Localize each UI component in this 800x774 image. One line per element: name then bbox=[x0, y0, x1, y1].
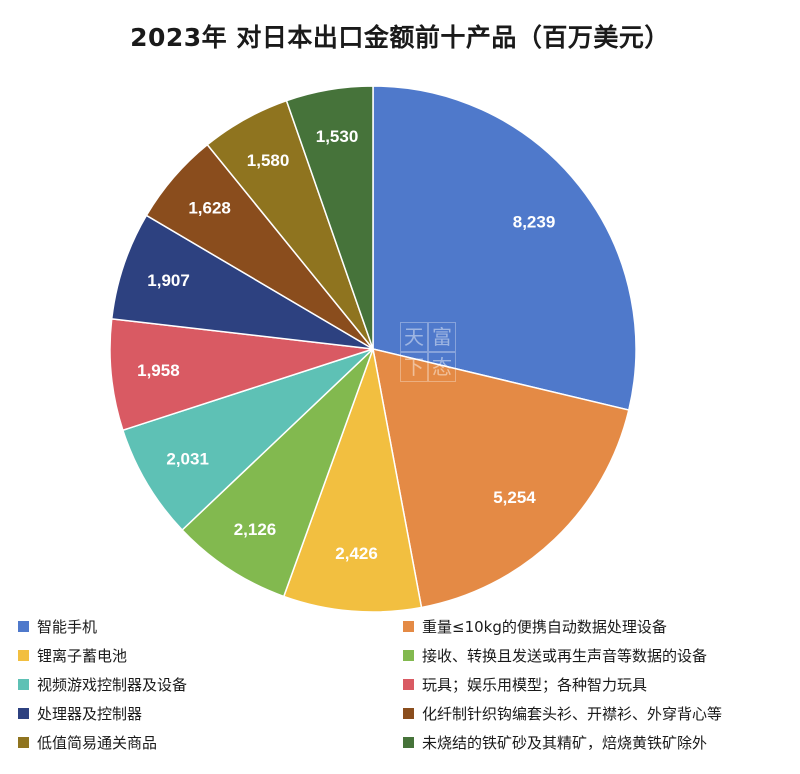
legend-item: 玩具；娱乐用模型；各种智力玩具 bbox=[403, 670, 788, 699]
legend-label: 处理器及控制器 bbox=[37, 705, 143, 723]
legend-label: 重量≤10kg的便携自动数据处理设备 bbox=[422, 618, 667, 636]
pie-slice bbox=[285, 85, 374, 350]
pie-slice bbox=[372, 348, 630, 609]
pie-slice bbox=[110, 214, 374, 350]
pie-slice bbox=[121, 348, 374, 532]
legend-swatch bbox=[18, 679, 29, 690]
legend-label: 未烧结的铁矿砂及其精矿，焙烧黄铁矿除外 bbox=[422, 734, 708, 752]
legend-swatch bbox=[403, 708, 414, 719]
watermark-char: 态 bbox=[428, 352, 456, 382]
legend-label: 智能手机 bbox=[37, 618, 98, 636]
legend-item: 化纤制针织钩编套头衫、开襟衫、外穿背心等 bbox=[403, 699, 788, 728]
legend-swatch bbox=[403, 679, 414, 690]
legend-swatch bbox=[18, 737, 29, 748]
slice-value-label: 8,239 bbox=[513, 212, 556, 231]
legend-item: 锂离子蓄电池 bbox=[18, 641, 403, 670]
legend-swatch bbox=[403, 737, 414, 748]
slice-value-label: 1,530 bbox=[316, 127, 359, 146]
slice-value-label: 1,580 bbox=[247, 151, 290, 170]
chart-title: 2023年 对日本出口金额前十产品（百万美元） bbox=[130, 23, 670, 52]
legend-label: 锂离子蓄电池 bbox=[37, 647, 128, 665]
legend-swatch bbox=[18, 708, 29, 719]
pie-slice bbox=[181, 348, 374, 598]
legend-item: 重量≤10kg的便携自动数据处理设备 bbox=[403, 612, 788, 641]
slice-value-label: 1,907 bbox=[147, 271, 190, 290]
legend-item: 接收、转换且发送或再生声音等数据的设备 bbox=[403, 641, 788, 670]
legend-label: 视频游戏控制器及设备 bbox=[37, 676, 188, 694]
legend-swatch bbox=[18, 650, 29, 661]
chart-legend: 智能手机 重量≤10kg的便携自动数据处理设备锂离子蓄电池 接收、转换且发送或再生声… bbox=[18, 612, 788, 757]
legend-item: 低值简易通关商品 bbox=[18, 728, 403, 757]
legend-label: 低值简易通关商品 bbox=[37, 734, 158, 752]
slice-value-label: 2,126 bbox=[234, 520, 277, 539]
legend-item: 处理器及控制器 bbox=[18, 699, 403, 728]
legend-swatch bbox=[403, 621, 414, 632]
watermark-char: 下 bbox=[400, 352, 428, 382]
watermark-logo: 天 富 下 态 bbox=[400, 322, 456, 382]
legend-label: 接收、转换且发送或再生声音等数据的设备 bbox=[422, 647, 708, 665]
slice-value-label: 2,426 bbox=[335, 544, 378, 563]
pie-slice bbox=[372, 85, 637, 411]
pie-slice bbox=[109, 317, 374, 432]
legend-item: 视频游戏控制器及设备 bbox=[18, 670, 403, 699]
watermark-char: 天 bbox=[400, 322, 428, 352]
pie-slice bbox=[282, 346, 423, 613]
legend-swatch bbox=[18, 621, 29, 632]
legend-item: 未烧结的铁矿砂及其精矿，焙烧黄铁矿除外 bbox=[403, 728, 788, 757]
pie-chart: 8,239 5,254 2,426 2,126 2,031 1,958 1,907 1,628… bbox=[109, 85, 637, 613]
legend-label: 玩具；娱乐用模型；各种智力玩具 bbox=[422, 676, 648, 694]
slice-value-label: 1,628 bbox=[188, 199, 231, 218]
legend-swatch bbox=[403, 650, 414, 661]
slice-value-label: 2,031 bbox=[166, 450, 209, 469]
slice-value-label: 1,958 bbox=[137, 361, 180, 380]
slice-value-label: 5,254 bbox=[493, 488, 536, 507]
watermark-char: 富 bbox=[428, 322, 456, 352]
legend-item: 智能手机 bbox=[18, 612, 403, 641]
legend-label: 化纤制针织钩编套头衫、开襟衫、外穿背心等 bbox=[422, 705, 723, 723]
